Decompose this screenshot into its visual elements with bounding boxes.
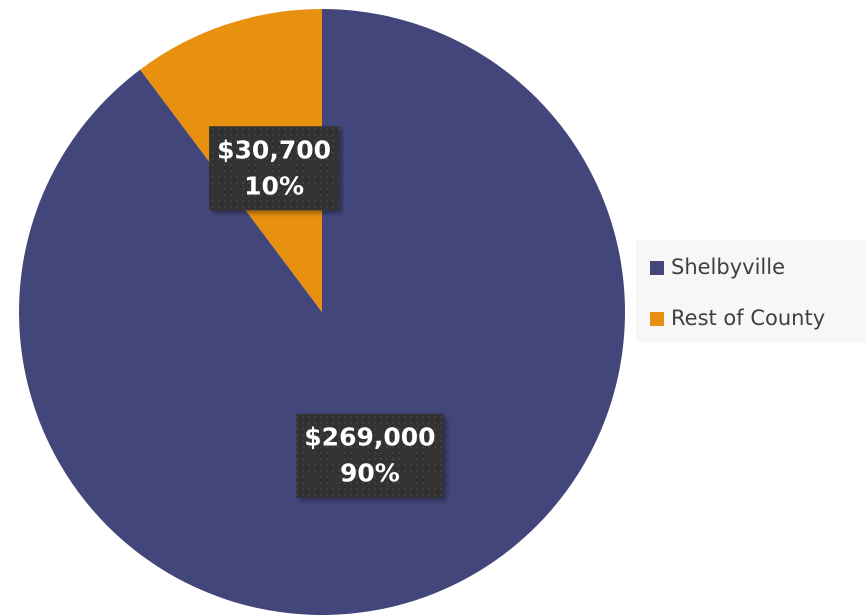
- data-label-value: $30,700: [217, 135, 331, 164]
- data-label-box: [209, 126, 340, 211]
- pie-slice: [18, 9, 625, 615]
- data-label: $269,000 90%: [296, 413, 444, 498]
- data-label-value: $269,000: [304, 423, 435, 452]
- legend-swatch: [650, 312, 664, 326]
- data-label: $30,700 10%: [209, 126, 340, 211]
- data-label-percent: 10%: [244, 171, 304, 200]
- legend-box: [636, 240, 866, 342]
- legend-label: Shelbyville: [671, 255, 785, 279]
- data-label-percent: 90%: [340, 459, 400, 488]
- legend-label: Rest of County: [671, 306, 825, 330]
- legend-swatch: [650, 261, 664, 275]
- data-label-box: [296, 413, 444, 498]
